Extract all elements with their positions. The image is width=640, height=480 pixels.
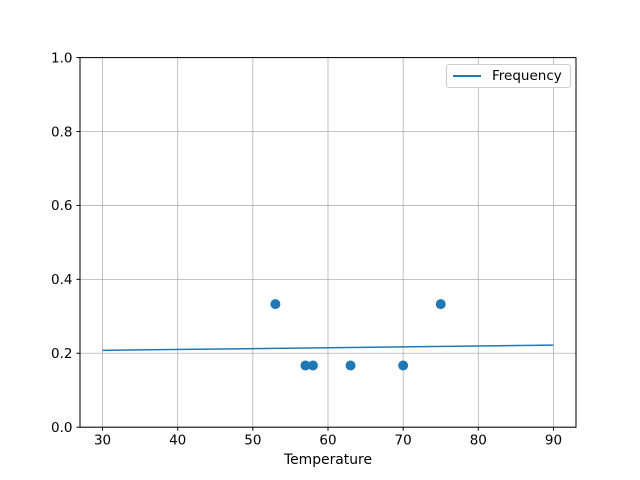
x-tick-label: 80 bbox=[470, 433, 487, 449]
y-tick-label: 0.2 bbox=[51, 346, 72, 362]
y-tick-label: 0.0 bbox=[51, 420, 72, 436]
data-point bbox=[300, 360, 311, 371]
data-point bbox=[270, 299, 281, 310]
x-axis-label: Temperature bbox=[284, 452, 372, 468]
data-point bbox=[345, 360, 356, 371]
legend-line-sample bbox=[453, 75, 481, 77]
legend-label: Frequency bbox=[492, 68, 562, 84]
y-tick-label: 0.8 bbox=[51, 124, 72, 140]
data-point bbox=[307, 360, 318, 371]
x-tick-label: 70 bbox=[395, 433, 412, 449]
y-tick-label: 1.0 bbox=[51, 50, 72, 66]
legend[interactable]: Frequency bbox=[446, 64, 571, 88]
data-point bbox=[398, 360, 409, 371]
y-tick-label: 0.4 bbox=[51, 272, 72, 288]
x-tick-label: 40 bbox=[169, 433, 186, 449]
frequency-line bbox=[102, 344, 554, 352]
x-tick-label: 60 bbox=[319, 433, 336, 449]
x-tick-label: 90 bbox=[545, 433, 562, 449]
data-point bbox=[435, 299, 446, 310]
x-tick-label: 30 bbox=[94, 433, 111, 449]
x-tick-label: 50 bbox=[244, 433, 261, 449]
y-tick-label: 0.6 bbox=[51, 198, 72, 214]
